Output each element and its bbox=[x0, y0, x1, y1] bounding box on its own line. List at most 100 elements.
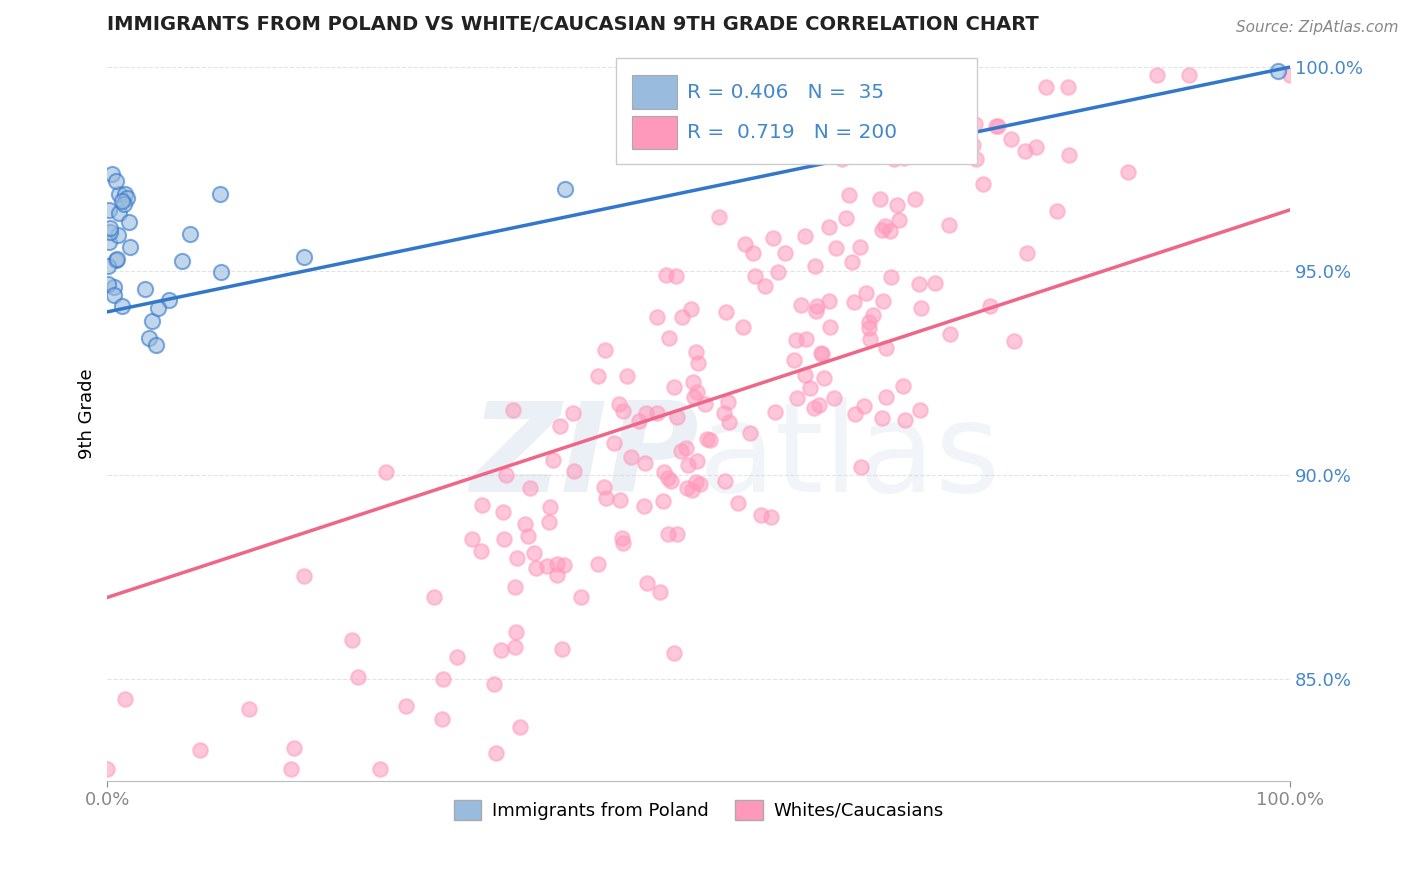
Point bbox=[370, 762, 392, 776]
Point bbox=[107, 187, 129, 202]
Point bbox=[470, 544, 492, 558]
Point bbox=[280, 762, 302, 776]
Point bbox=[562, 464, 585, 478]
Point bbox=[1002, 334, 1025, 349]
Point bbox=[633, 500, 655, 514]
Text: R =  0.719   N = 200: R = 0.719 N = 200 bbox=[688, 123, 897, 142]
Point bbox=[786, 391, 808, 405]
Point bbox=[924, 277, 946, 291]
Point bbox=[775, 245, 797, 260]
Point bbox=[965, 152, 987, 166]
Point bbox=[612, 404, 634, 418]
Point bbox=[676, 481, 699, 495]
Point bbox=[519, 481, 541, 495]
Point bbox=[120, 240, 142, 254]
Point bbox=[762, 231, 785, 245]
Point bbox=[880, 270, 903, 285]
Point bbox=[489, 643, 512, 657]
Point bbox=[655, 268, 678, 282]
Point bbox=[569, 591, 592, 605]
Point bbox=[103, 288, 125, 302]
Point bbox=[446, 649, 468, 664]
Point bbox=[647, 406, 669, 420]
Point bbox=[848, 68, 870, 82]
Point bbox=[799, 381, 821, 395]
Point bbox=[292, 568, 315, 582]
Point bbox=[1178, 68, 1201, 82]
Point bbox=[740, 425, 762, 440]
Point bbox=[612, 535, 634, 549]
Point bbox=[713, 406, 735, 420]
Point bbox=[1146, 68, 1168, 82]
Point bbox=[823, 391, 845, 405]
Point bbox=[662, 380, 685, 394]
Point bbox=[97, 259, 120, 273]
Point bbox=[134, 282, 156, 296]
Point bbox=[849, 240, 872, 254]
Point bbox=[671, 310, 693, 324]
Point bbox=[853, 399, 876, 413]
Point bbox=[536, 559, 558, 574]
Point bbox=[423, 591, 446, 605]
Point bbox=[98, 235, 121, 249]
Point bbox=[883, 152, 905, 166]
Text: atlas: atlas bbox=[699, 398, 1001, 518]
Point bbox=[117, 214, 139, 228]
Point bbox=[825, 241, 848, 255]
Point bbox=[1279, 68, 1302, 82]
Point bbox=[907, 277, 929, 291]
Point bbox=[114, 186, 136, 201]
Point bbox=[887, 212, 910, 227]
Point bbox=[170, 253, 193, 268]
Point bbox=[592, 479, 614, 493]
Point bbox=[910, 301, 932, 315]
Point bbox=[492, 505, 515, 519]
Point bbox=[1057, 79, 1080, 94]
Point bbox=[875, 341, 897, 355]
Point bbox=[551, 642, 574, 657]
Point bbox=[803, 401, 825, 415]
Point bbox=[972, 177, 994, 191]
Point bbox=[870, 223, 893, 237]
Point bbox=[340, 633, 363, 648]
Point bbox=[908, 403, 931, 417]
Point bbox=[886, 198, 908, 212]
Point bbox=[759, 510, 782, 524]
Point bbox=[108, 206, 131, 220]
Point bbox=[523, 546, 546, 560]
Point bbox=[665, 527, 688, 541]
Point bbox=[111, 194, 134, 208]
Point bbox=[744, 269, 766, 284]
Point bbox=[97, 277, 120, 291]
Point bbox=[685, 454, 707, 468]
Point bbox=[986, 119, 1008, 133]
Point bbox=[807, 398, 830, 412]
Point bbox=[696, 432, 718, 446]
Point bbox=[374, 465, 396, 479]
Point bbox=[103, 280, 125, 294]
Point bbox=[553, 558, 575, 572]
Text: IMMIGRANTS FROM POLAND VS WHITE/CAUCASIAN 9TH GRADE CORRELATION CHART: IMMIGRANTS FROM POLAND VS WHITE/CAUCASIA… bbox=[107, 15, 1039, 34]
Point bbox=[515, 517, 537, 532]
Point bbox=[105, 252, 128, 266]
Point bbox=[138, 331, 160, 345]
FancyBboxPatch shape bbox=[616, 58, 977, 164]
Point bbox=[858, 315, 880, 329]
Point bbox=[658, 331, 681, 345]
Point bbox=[1014, 144, 1036, 158]
Point bbox=[145, 338, 167, 352]
Point bbox=[107, 227, 129, 242]
Point bbox=[657, 526, 679, 541]
Point bbox=[554, 182, 576, 196]
Point bbox=[695, 397, 717, 411]
Point bbox=[804, 304, 827, 318]
Point bbox=[686, 385, 709, 400]
Point bbox=[688, 355, 710, 369]
Point bbox=[869, 192, 891, 206]
Point bbox=[875, 390, 897, 404]
Point bbox=[872, 293, 894, 308]
Point bbox=[820, 320, 842, 334]
Point bbox=[548, 418, 571, 433]
Legend: Immigrants from Poland, Whites/Caucasians: Immigrants from Poland, Whites/Caucasian… bbox=[447, 793, 950, 827]
Point bbox=[114, 692, 136, 706]
